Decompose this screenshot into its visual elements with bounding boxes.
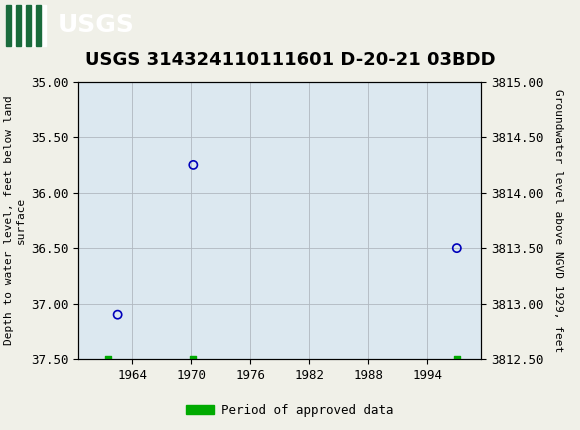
Text: USGS: USGS [58, 13, 135, 37]
Bar [26, 5, 31, 46]
Legend: Period of approved data: Period of approved data [181, 399, 399, 421]
Y-axis label: Depth to water level, feet below land
surface: Depth to water level, feet below land su… [4, 95, 26, 345]
Point [113, 311, 122, 318]
Text: USGS 314324110111601 D-20-21 03BDD: USGS 314324110111601 D-20-21 03BDD [85, 51, 495, 69]
Point [188, 162, 198, 169]
Point [452, 245, 462, 252]
Bar [6, 5, 46, 46]
Y-axis label: Groundwater level above NGVD 1929, feet: Groundwater level above NGVD 1929, feet [553, 89, 563, 352]
Point [188, 356, 198, 362]
Point [103, 356, 113, 362]
Bar [6, 5, 11, 46]
Point [452, 356, 462, 362]
Bar [16, 5, 21, 46]
Bar [36, 5, 41, 46]
